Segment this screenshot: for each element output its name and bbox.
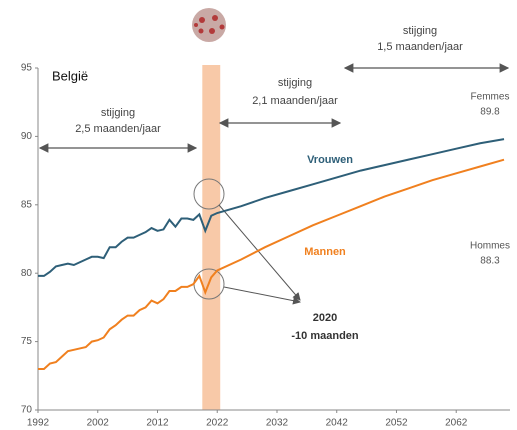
chart: België stijging 2,5 maanden/jaar stijgin… xyxy=(0,0,517,430)
x-tick-label: 2012 xyxy=(146,418,169,429)
x-tick-label: 2062 xyxy=(445,418,468,429)
annotation: stijging xyxy=(403,25,437,37)
annotation: stijging xyxy=(278,77,312,89)
legend-label: Vrouwen xyxy=(307,154,353,166)
y-tick-label: 85 xyxy=(21,199,33,210)
end-value: 88.3 xyxy=(480,256,500,267)
annotation: 2,5 maanden/jaar xyxy=(75,123,161,135)
y-tick-label: 75 xyxy=(21,336,33,347)
x-tick-label: 2042 xyxy=(326,418,349,429)
virus-icon xyxy=(192,8,226,42)
legend-label: Mannen xyxy=(304,246,346,258)
y-tick-label: 90 xyxy=(21,131,33,142)
y-tick-label: 70 xyxy=(21,405,33,416)
annotation: 1,5 maanden/jaar xyxy=(377,41,463,53)
highlight-band xyxy=(202,65,220,410)
annotation: stijging xyxy=(101,107,135,119)
annotation: 2020 xyxy=(313,312,337,324)
annotation: -10 maanden xyxy=(291,330,359,342)
x-tick-label: 2022 xyxy=(206,418,229,429)
x-tick-label: 1992 xyxy=(27,418,50,429)
end-label: Femmes xyxy=(471,92,510,103)
line xyxy=(38,160,504,369)
end-label: Hommes xyxy=(470,241,510,252)
line xyxy=(38,139,504,276)
x-tick-label: 2052 xyxy=(385,418,408,429)
y-tick-label: 80 xyxy=(21,268,33,279)
arrow xyxy=(219,205,300,300)
y-tick-label: 95 xyxy=(21,63,33,74)
x-tick-label: 2002 xyxy=(87,418,110,429)
chart-title: België xyxy=(52,68,88,83)
arrow xyxy=(224,287,300,302)
x-tick-label: 2032 xyxy=(266,418,289,429)
end-value: 89.8 xyxy=(480,107,500,118)
annotation: 2,1 maanden/jaar xyxy=(252,95,338,107)
